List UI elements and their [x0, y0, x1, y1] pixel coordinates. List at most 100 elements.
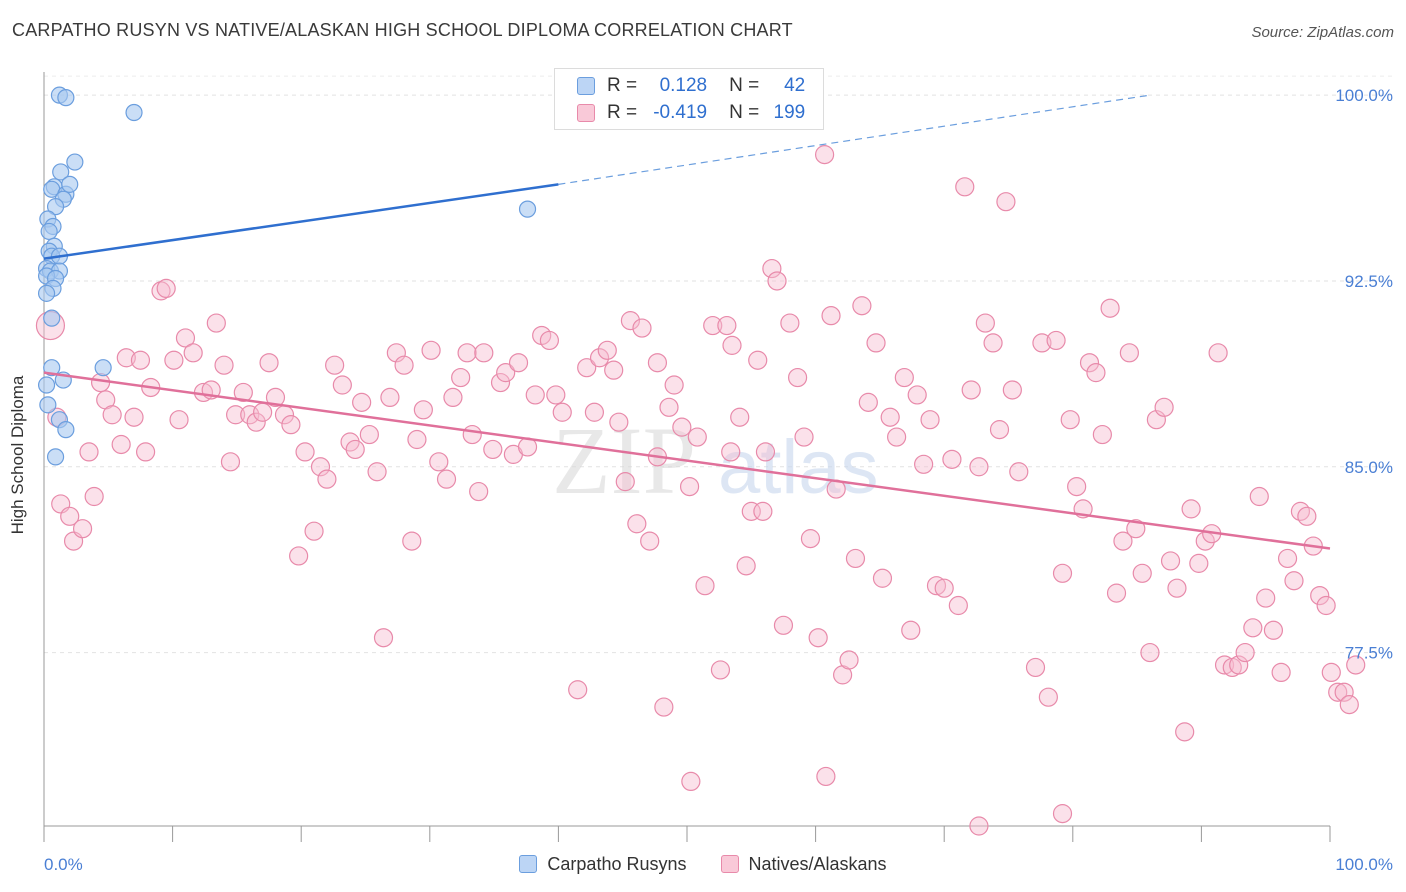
y-tick-label: 92.5%	[1345, 272, 1393, 291]
data-point-natives	[1271, 662, 1291, 683]
x-tick-label: 100.0%	[1335, 855, 1393, 874]
data-point-natives	[220, 452, 241, 472]
data-point-natives	[741, 501, 761, 521]
data-point-natives	[975, 313, 995, 333]
trend-lines	[43, 94, 1331, 550]
data-point-natives	[659, 397, 679, 417]
data-point-natives	[736, 556, 756, 576]
data-point-natives	[640, 531, 660, 551]
data-point-natives	[703, 315, 723, 336]
y-tick-label: 85.0%	[1345, 458, 1393, 477]
data-point-natives	[934, 578, 954, 598]
correlation-legend: R = 0.128 N = 42 R = -0.419 N = 199	[554, 68, 824, 130]
data-point-natives	[767, 271, 787, 291]
legend-n-value: 199	[773, 102, 806, 123]
data-point-natives	[1189, 553, 1209, 573]
data-point-natives	[955, 177, 975, 197]
data-point-natives	[1079, 353, 1100, 373]
data-point-natives	[345, 439, 365, 460]
data-point-natives	[969, 457, 989, 477]
legend-swatch-pink	[720, 855, 739, 873]
data-point-natives	[1249, 486, 1269, 507]
data-point-natives	[116, 348, 136, 368]
data-point-natives	[664, 375, 684, 395]
data-point-natives	[1208, 343, 1228, 363]
data-point-natives	[907, 385, 927, 405]
data-point-carpatho	[43, 309, 61, 327]
data-point-natives	[773, 615, 794, 635]
data-point-natives	[632, 318, 652, 338]
data-point-carpatho	[518, 200, 537, 218]
data-point-carpatho	[46, 198, 65, 216]
series-carpatho-rusyns	[37, 86, 537, 466]
data-point-natives	[627, 514, 647, 534]
data-point-carpatho	[125, 103, 143, 122]
data-point-natives	[794, 427, 814, 447]
data-point-natives	[429, 452, 449, 472]
data-point-natives	[748, 350, 768, 370]
data-point-carpatho	[37, 376, 56, 394]
data-point-natives	[457, 343, 477, 363]
data-point-natives	[762, 258, 782, 279]
legend-row-natives: R = -0.419 N = 199	[577, 100, 805, 126]
data-point-natives	[508, 353, 529, 373]
series-legend: Carpatho Rusyns Natives/Alaskans	[0, 852, 1406, 876]
data-point-natives	[317, 469, 337, 489]
data-point-carpatho	[57, 421, 75, 439]
data-point-natives	[1132, 563, 1152, 583]
data-point-natives	[483, 439, 503, 460]
data-point-natives	[852, 296, 872, 316]
data-point-natives	[1052, 563, 1073, 583]
data-point-natives	[183, 343, 203, 363]
legend-item-natives-alaskans[interactable]: Natives/Alaskans	[720, 852, 887, 876]
data-point-natives	[90, 372, 111, 393]
data-point-natives	[407, 429, 427, 450]
data-point-natives	[589, 348, 610, 368]
data-point-natives	[156, 278, 176, 298]
data-point-natives	[1009, 462, 1029, 482]
data-point-natives	[60, 506, 80, 526]
data-point-natives	[443, 387, 463, 408]
data-point-natives	[539, 330, 559, 351]
data-point-natives	[289, 546, 309, 566]
data-point-natives	[679, 476, 700, 497]
trend-line-carpatho-extension	[558, 94, 1151, 185]
data-point-natives	[474, 343, 494, 363]
data-point-natives	[996, 192, 1016, 212]
data-point-natives	[295, 442, 315, 462]
data-point-natives	[1277, 548, 1298, 569]
legend-r-value: 0.128	[659, 75, 708, 96]
data-point-natives	[695, 576, 715, 596]
legend-swatch-blue	[577, 77, 595, 95]
data-point-natives	[815, 145, 835, 165]
data-point-carpatho	[40, 222, 58, 241]
data-point-natives	[880, 407, 900, 427]
data-point-carpatho	[37, 284, 56, 302]
data-point-natives	[1032, 333, 1052, 353]
legend-n-value: 42	[784, 75, 806, 96]
data-point-natives	[687, 427, 707, 447]
data-point-natives	[1263, 620, 1284, 640]
data-point-natives	[72, 519, 93, 539]
data-point-natives	[647, 353, 668, 373]
data-point-natives	[672, 417, 692, 437]
data-point-natives	[373, 628, 394, 648]
data-point-natives	[839, 650, 859, 670]
legend-item-carpatho-rusyns[interactable]: Carpatho Rusyns	[519, 852, 687, 876]
data-point-natives	[1214, 655, 1235, 675]
trend-line-natives	[43, 371, 1331, 550]
data-point-natives	[226, 405, 246, 425]
data-point-natives	[304, 521, 324, 541]
data-point-natives	[352, 392, 372, 412]
tick-labels: 100.0% 92.5% 85.0% 77.5% 0.0% 100.0%	[44, 86, 1393, 874]
data-point-natives	[451, 367, 471, 388]
data-point-natives	[800, 529, 821, 549]
data-point-natives	[124, 407, 144, 427]
data-point-natives	[462, 424, 482, 445]
data-point-natives	[1316, 595, 1336, 616]
chart-source: Source: ZipAtlas.com	[1251, 24, 1394, 41]
data-point-natives	[359, 424, 379, 445]
data-point-carpatho	[66, 153, 84, 171]
data-point-natives	[1181, 499, 1201, 519]
data-point-natives	[206, 313, 226, 333]
